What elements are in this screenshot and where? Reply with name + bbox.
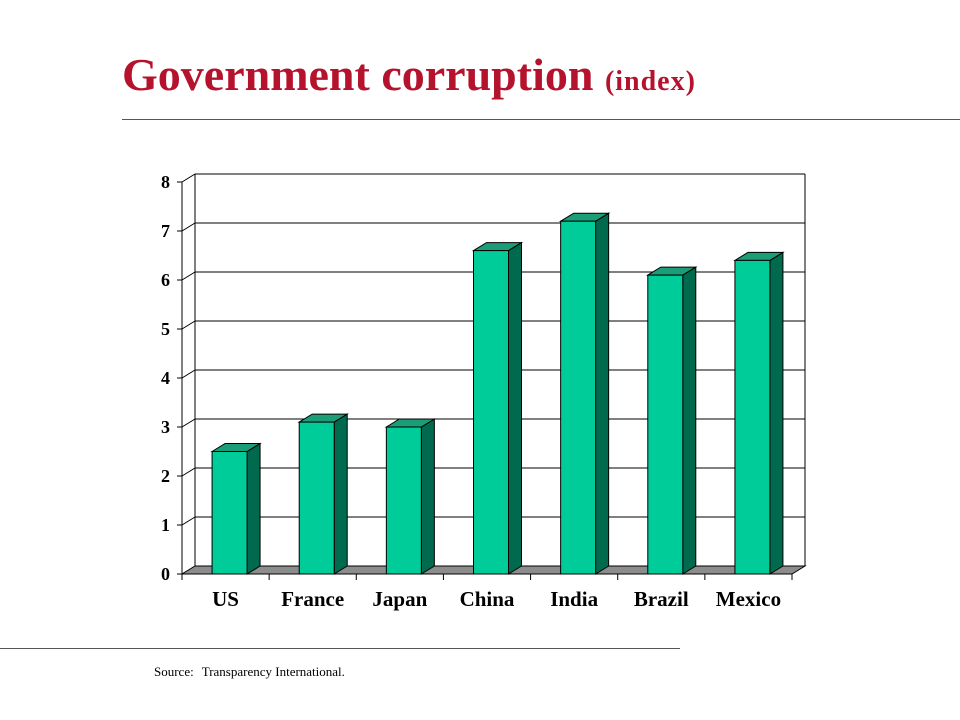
side-gridline	[181, 418, 196, 428]
source-label: Source:	[154, 664, 194, 679]
side-gridline	[181, 467, 196, 477]
bar	[473, 250, 509, 575]
bar-side	[246, 442, 261, 575]
bar-side	[420, 418, 435, 575]
y-tick-label: 8	[161, 172, 170, 192]
y-tick-label: 0	[161, 564, 170, 584]
side-gridline	[181, 222, 196, 232]
bar	[211, 451, 248, 575]
y-tick-label: 5	[161, 319, 170, 339]
plot-area: 0 1 2 3 4 5 6 7 8 US France Japan China India Brazil Me…	[161, 172, 807, 611]
side-gridline	[181, 369, 196, 379]
title-divider	[122, 119, 960, 120]
bar	[560, 220, 597, 575]
y-tick-label: 2	[161, 466, 170, 486]
source-text: Transparency International.	[201, 664, 345, 679]
bar-chart: 0 1 2 3 4 5 6 7 8 US France Japan China India Brazil Me…	[161, 172, 807, 611]
bar-side	[333, 413, 348, 575]
chart-title-suffix: (index)	[604, 66, 696, 97]
side-gridline	[181, 320, 196, 330]
y-tick-label: 3	[161, 417, 170, 437]
x-tick-label: US	[212, 587, 239, 611]
bar	[647, 274, 684, 575]
chart-title-main: Government corruption	[122, 49, 594, 100]
bar	[385, 426, 422, 575]
x-tick-label: India	[550, 587, 598, 611]
chart-title: Government corruption (index)	[122, 52, 696, 98]
bar-side	[508, 241, 522, 575]
y-tick-label: 6	[161, 270, 170, 290]
bar-side	[769, 251, 784, 575]
y-tick-label: 4	[161, 368, 170, 388]
bar	[298, 421, 335, 575]
bar-side	[682, 266, 697, 575]
side-gridline	[181, 271, 196, 281]
bar	[734, 259, 771, 575]
footer-divider	[0, 648, 680, 649]
source-note: Source: Transparency International.	[154, 664, 353, 680]
x-tick-label: France	[281, 587, 344, 611]
x-tick-label: Brazil	[634, 587, 689, 611]
x-tick-label: Mexico	[716, 587, 781, 611]
side-gridline	[181, 516, 196, 526]
bar-side	[595, 212, 610, 575]
y-tick-label: 1	[161, 515, 170, 535]
side-gridline	[181, 173, 196, 183]
x-tick-label: China	[460, 587, 515, 611]
y-tick-label: 7	[161, 221, 170, 241]
x-tick-label: Japan	[372, 587, 427, 611]
